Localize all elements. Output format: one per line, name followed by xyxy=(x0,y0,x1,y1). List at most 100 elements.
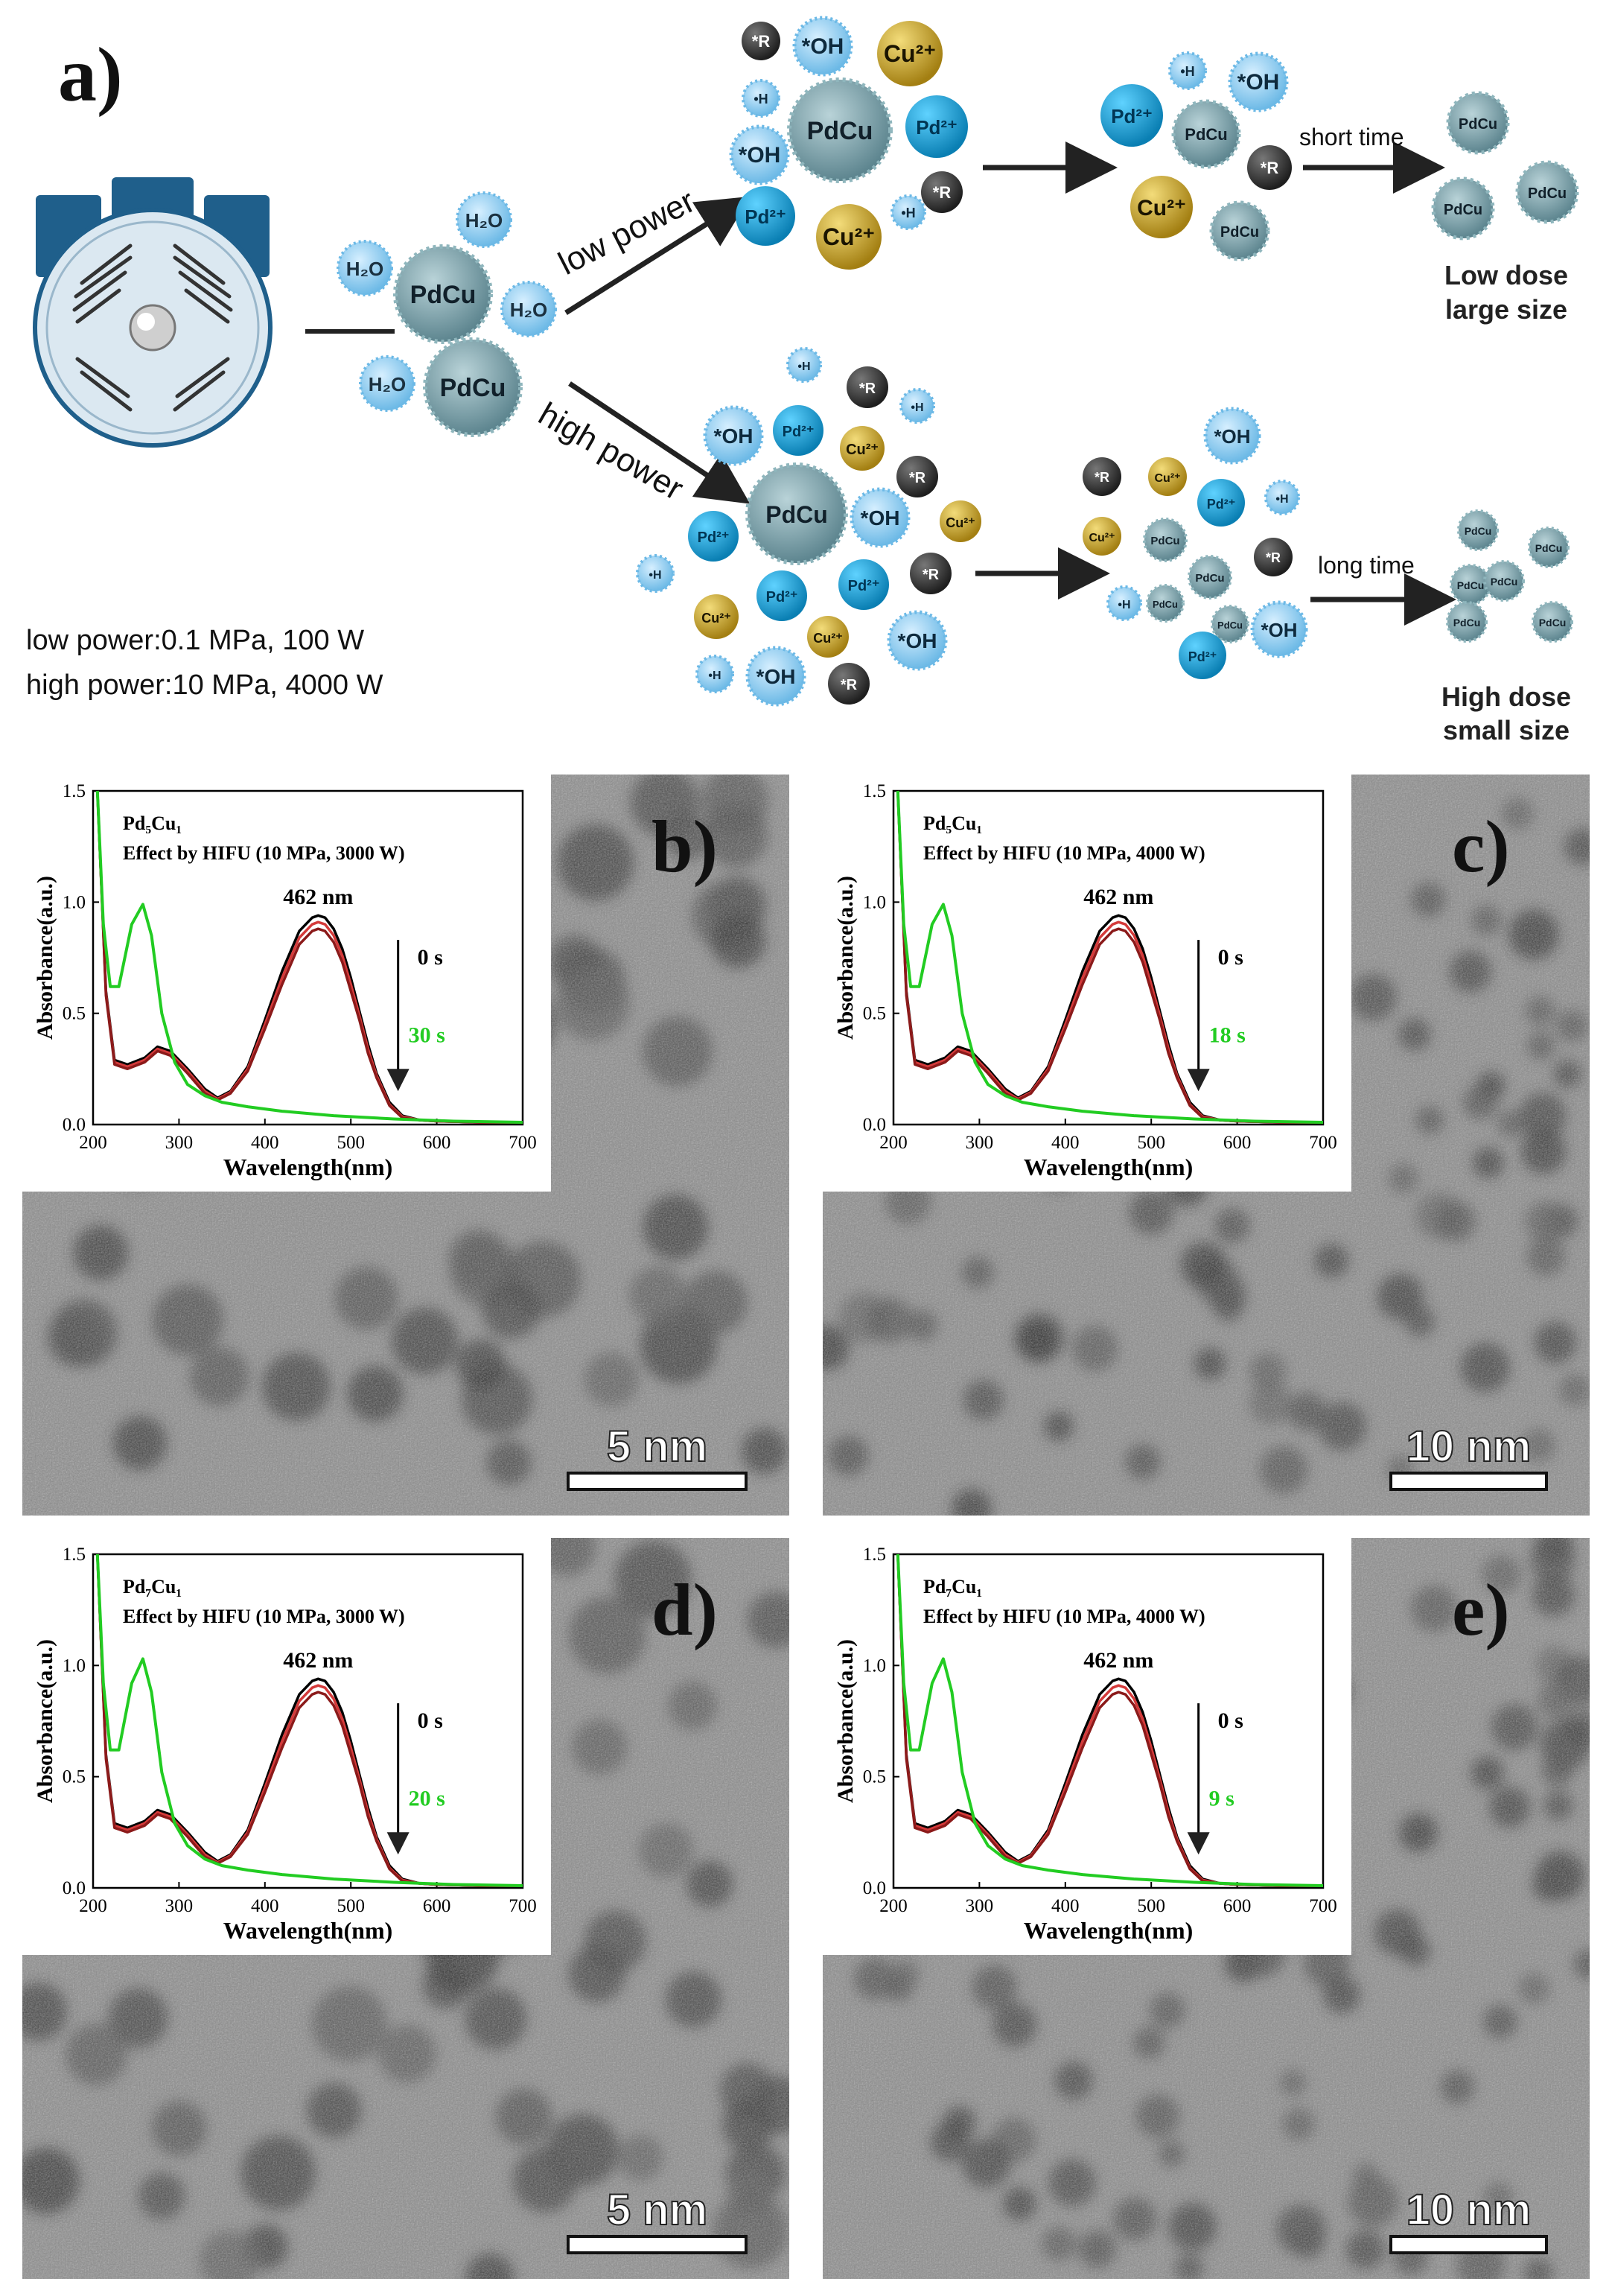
radical-h: •H xyxy=(786,347,822,383)
small-size-label: small size xyxy=(1443,715,1570,745)
svg-text:PdCu: PdCu xyxy=(807,117,873,145)
cu-ion: Cu²⁺ xyxy=(1148,457,1187,496)
long-time-label: long time xyxy=(1318,552,1415,579)
cu-ion: Cu²⁺ xyxy=(840,426,885,471)
y-tick-label: 0.5 xyxy=(63,1767,86,1787)
svg-text:PdCu: PdCu xyxy=(1465,525,1492,537)
y-tick-label: 1.0 xyxy=(63,1656,86,1676)
pdcu-particle: PdCu xyxy=(423,337,523,437)
x-axis-label: Wavelength(nm) xyxy=(223,1154,393,1180)
peak-label: 462 nm xyxy=(283,885,353,909)
pdcu-particle: PdCu xyxy=(787,77,893,183)
pdcu-particle: PdCu xyxy=(1143,518,1188,562)
svg-text:*OH: *OH xyxy=(739,143,781,168)
x-tick-label: 500 xyxy=(337,1896,365,1916)
x-tick-label: 300 xyxy=(966,1133,994,1153)
spectrum-line xyxy=(896,1554,1323,1887)
radical-oh: *OH xyxy=(850,487,911,548)
svg-text:PdCu: PdCu xyxy=(1185,125,1227,144)
svg-text:H₂O: H₂O xyxy=(346,258,384,280)
y-axis-label: Absorbance(a.u.) xyxy=(33,876,57,1040)
y-tick-label: 1.0 xyxy=(63,892,86,912)
x-tick-label: 400 xyxy=(1051,1896,1080,1916)
svg-text:PdCu: PdCu xyxy=(1528,185,1567,202)
svg-text:•H: •H xyxy=(1275,493,1288,506)
low-power-label: low power xyxy=(552,182,701,282)
scale-bar xyxy=(570,1475,745,1488)
panel-a-schematic: a) H₂O H₂O H₂O H₂O xyxy=(26,16,1579,745)
radical-h: •H xyxy=(899,388,935,424)
radical-h: •H xyxy=(1106,585,1142,621)
absorbance-chart: 200 300 400 500 600 700 0.0 0.5 1.0 1.5 Wavelength… xyxy=(833,781,1337,1180)
svg-text:•H: •H xyxy=(708,670,721,682)
radical-r: *R xyxy=(847,366,888,408)
pdcu-particle: PdCu xyxy=(745,462,848,565)
cu-ion: Cu²⁺ xyxy=(694,594,739,639)
spectrum-line xyxy=(896,1554,1323,1887)
spectrum-line xyxy=(896,1554,1324,1887)
svg-text:Pd²⁺: Pd²⁺ xyxy=(745,206,786,228)
y-tick-label: 1.5 xyxy=(863,781,886,801)
scale-bar-label: 5 nm xyxy=(607,1422,707,1471)
pdcu-particle: PdCu xyxy=(1446,601,1488,643)
svg-text:PdCu: PdCu xyxy=(1220,224,1259,241)
x-tick-label: 600 xyxy=(423,1896,451,1916)
radical-r: *R xyxy=(921,171,963,213)
scale-bar xyxy=(570,2238,745,2251)
radical-oh: *OH xyxy=(887,610,948,671)
pd-ion: Pd²⁺ xyxy=(1179,632,1226,679)
tem-panel-d: d) 5 nm 200 300 400 500 600 700 0.0 0.5 1.0 1.5 Wave… xyxy=(22,1538,789,2279)
pd-ion: Pd²⁺ xyxy=(838,559,889,610)
time-end-label: 9 s xyxy=(1209,1786,1234,1810)
svg-text:Pd²⁺: Pd²⁺ xyxy=(916,116,958,139)
spectrum-line xyxy=(896,790,1323,1124)
svg-text:Cu²⁺: Cu²⁺ xyxy=(884,40,936,67)
svg-text:*OH: *OH xyxy=(1237,70,1280,95)
svg-text:*OH: *OH xyxy=(861,506,900,530)
radical-oh: *OH xyxy=(1250,600,1308,658)
time-start-label: 0 s xyxy=(418,945,443,970)
svg-text:*OH: *OH xyxy=(1261,619,1297,641)
pdcu-particle: PdCu xyxy=(1528,527,1570,568)
pdcu-particle: PdCu xyxy=(1532,601,1573,643)
svg-text:PdCu: PdCu xyxy=(1453,617,1481,629)
pd-ion: Pd²⁺ xyxy=(756,570,807,621)
chart-title: Effect by HIFU (10 MPa, 3000 W) xyxy=(123,1606,405,1627)
y-tick-label: 1.5 xyxy=(63,781,86,801)
chart-title: Effect by HIFU (10 MPa, 3000 W) xyxy=(123,842,405,864)
time-end-label: 18 s xyxy=(1209,1023,1246,1047)
low-power-growth-cluster: •H *OH Pd²⁺ PdCu *R Cu²⁺ PdCu xyxy=(1100,51,1292,261)
plot-frame xyxy=(892,789,1325,1126)
panel-label: d) xyxy=(651,1568,718,1651)
x-axis-label: Wavelength(nm) xyxy=(223,1917,393,1944)
pdcu-particle: PdCu xyxy=(1146,584,1185,623)
radical-h: •H xyxy=(1264,480,1300,515)
peak-label: 462 nm xyxy=(1083,1648,1153,1673)
water-molecule: H₂O xyxy=(500,281,557,337)
high-power-arrow xyxy=(568,381,751,504)
y-tick-label: 0.5 xyxy=(63,1004,86,1024)
high-dose-label: High dose xyxy=(1441,681,1571,712)
x-tick-label: 600 xyxy=(1223,1896,1252,1916)
cu-ion: Cu²⁺ xyxy=(816,204,882,270)
y-tick-label: 0.0 xyxy=(863,1115,886,1135)
svg-text:H₂O: H₂O xyxy=(510,299,548,321)
x-tick-label: 600 xyxy=(423,1133,451,1153)
svg-text:Pd²⁺: Pd²⁺ xyxy=(848,578,880,594)
radical-h: •H xyxy=(636,554,675,593)
svg-text:•H: •H xyxy=(1118,599,1130,611)
sample-label: Pd₇Cu₁ xyxy=(123,1576,182,1597)
water-molecule: H₂O xyxy=(456,191,512,248)
svg-text:*R: *R xyxy=(1266,550,1281,565)
high-dose-result: PdCu PdCu PdCu PdCu PdCu PdCu High dose … xyxy=(1441,509,1573,745)
svg-text:*R: *R xyxy=(752,32,771,51)
y-tick-label: 0.0 xyxy=(863,1878,886,1898)
svg-text:H₂O: H₂O xyxy=(465,209,503,232)
scale-bar-label: 5 nm xyxy=(607,2186,707,2234)
plot-frame xyxy=(92,1553,524,1889)
svg-text:Pd²⁺: Pd²⁺ xyxy=(1188,649,1217,664)
radical-h: •H xyxy=(695,655,734,693)
svg-text:Cu²⁺: Cu²⁺ xyxy=(946,515,975,530)
svg-text:PdCu: PdCu xyxy=(1459,116,1497,133)
y-tick-label: 0.0 xyxy=(63,1115,86,1135)
